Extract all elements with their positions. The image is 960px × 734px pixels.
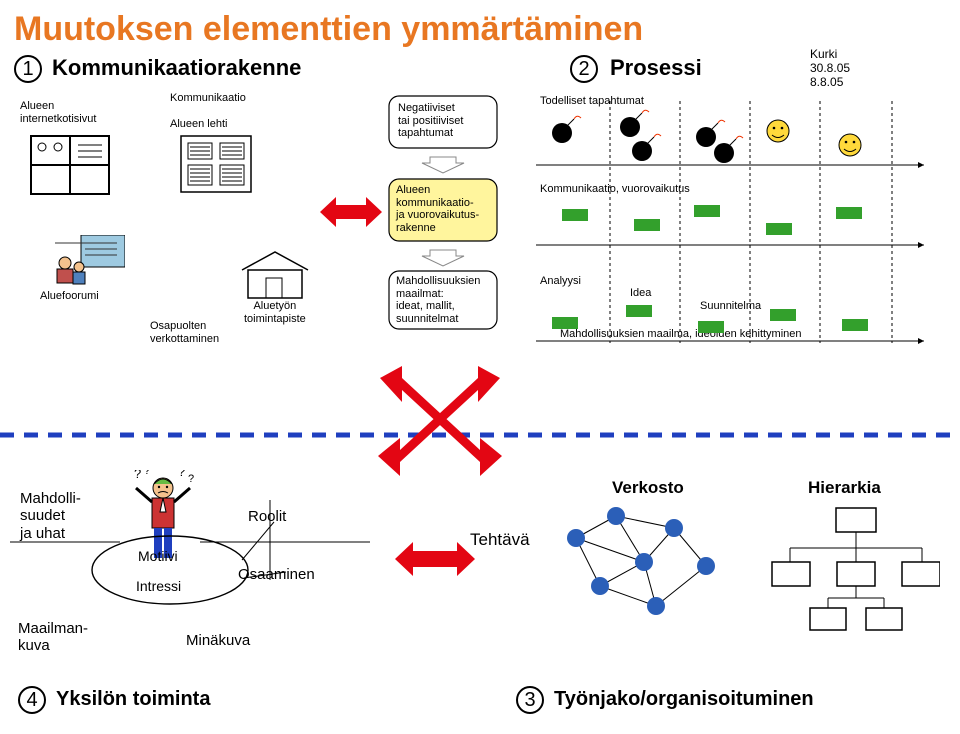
motiivi-label: Motiivi [138, 548, 178, 564]
osaaminen-label: Osaaminen [238, 566, 315, 583]
kurki-label: Kurki [810, 48, 837, 62]
circle-2: 2 [570, 55, 598, 83]
aluefoorumi-label: Aluefoorumi [40, 290, 99, 303]
circle-3: 3 [516, 686, 544, 714]
circle-1: 1 [14, 55, 42, 83]
red-arrow-left [320, 195, 382, 229]
neg-label: Negatiiviset tai positiiviset tapahtumat [398, 102, 463, 140]
tehtava-label: Tehtävä [470, 530, 530, 550]
hierarkia-label: Hierarkia [808, 478, 881, 498]
minakuva-label: Minäkuva [186, 632, 250, 649]
forum-icon [55, 235, 125, 287]
header-4: Yksilön toiminta [56, 688, 210, 711]
circle-4: 4 [18, 686, 46, 714]
roolit-label: Roolit [248, 508, 286, 525]
date-2: 8.8.05 [810, 76, 843, 90]
homepage-icon [30, 135, 110, 195]
intressi-label: Intressi [136, 578, 181, 594]
down-arrow-1 [420, 155, 466, 175]
alueen-internet-label: Alueen internetkotisivut [20, 100, 96, 125]
down-arrow-2 [420, 248, 466, 268]
process-chart [530, 95, 930, 345]
header-3: Työnjako/organisoituminen [554, 688, 814, 711]
komm-label: Alueen kommunikaatio- ja vuorovaikutus- … [396, 184, 479, 235]
header-1: Kommunikaatiorakenne [52, 55, 301, 81]
mahd-label: Mahdollisuuksien maailmat: ideat, mallit… [396, 275, 480, 326]
osapuolten-label: Osapuolten verkottaminen [150, 320, 219, 345]
hierarchy-icon [770, 504, 940, 634]
building-icon [240, 248, 310, 300]
header-2: Prosessi [610, 55, 702, 81]
verkosto-label: Verkosto [612, 478, 684, 498]
kommunikaatio-label: Kommunikaatio [170, 92, 246, 105]
maailmankuva-label: Maailman- kuva [18, 620, 88, 655]
network-icon [556, 498, 726, 628]
alueen-lehti-label: Alueen lehti [170, 118, 228, 131]
date-1: 30.8.05 [810, 62, 850, 76]
aluetyon-label: Aluetyön toimintapiste [244, 300, 306, 325]
page-title: Muutoksen elementtien ymmärtäminen [14, 10, 946, 49]
newspaper-icon [180, 135, 252, 193]
